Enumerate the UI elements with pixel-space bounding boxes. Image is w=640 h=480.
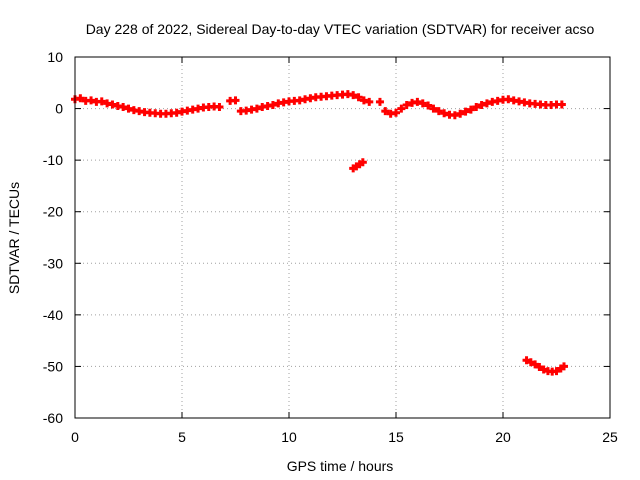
y-tick-label: -50 (43, 358, 63, 374)
data-point (472, 103, 481, 112)
data-point (402, 100, 411, 109)
y-tick-label: 0 (55, 101, 63, 117)
data-point (381, 107, 390, 116)
data-point (397, 104, 406, 113)
data-points (71, 90, 568, 376)
data-point (477, 100, 486, 109)
data-point (418, 99, 427, 108)
y-tick-label: -40 (43, 307, 63, 323)
data-point (354, 93, 363, 102)
data-point (552, 367, 561, 376)
data-point (252, 104, 261, 113)
data-point (108, 100, 117, 109)
data-point (461, 107, 470, 116)
y-tick-label: -30 (43, 255, 63, 271)
data-point (375, 97, 384, 106)
y-tick-label: 10 (47, 49, 63, 65)
plot-frame (74, 56, 611, 419)
data-point (349, 91, 358, 100)
x-tick-label: 25 (602, 429, 618, 445)
data-point (429, 104, 438, 113)
data-point (365, 97, 374, 106)
data-point (440, 109, 449, 118)
y-axis-label: SDTVAR / TECUs (6, 182, 22, 294)
data-point (97, 97, 106, 106)
data-point (124, 104, 133, 113)
x-tick-label: 5 (178, 429, 186, 445)
data-point (450, 111, 459, 120)
data-point (358, 158, 367, 167)
data-point (392, 108, 400, 117)
data-point (76, 94, 85, 103)
grid-lines (75, 57, 610, 418)
data-point (268, 100, 277, 109)
data-point (215, 103, 224, 112)
data-point (557, 100, 566, 109)
y-tick-label: -20 (43, 204, 63, 220)
data-point (466, 105, 475, 114)
data-point (231, 96, 240, 105)
data-point (531, 360, 540, 369)
x-tick-label: 15 (388, 429, 404, 445)
x-tick-label: 20 (495, 429, 511, 445)
x-tick-label: 0 (71, 429, 79, 445)
data-point (424, 101, 433, 110)
data-point (526, 358, 535, 367)
data-point (456, 109, 465, 118)
y-tick-label: -60 (43, 410, 63, 426)
data-point (359, 96, 368, 105)
data-point (87, 96, 96, 105)
data-point (539, 365, 548, 374)
data-point (559, 362, 568, 371)
chart-title: Day 228 of 2022, Sidereal Day-to-day VTE… (86, 21, 595, 37)
y-tick-label: -10 (43, 152, 63, 168)
data-point (522, 356, 531, 365)
data-point (482, 99, 491, 108)
data-point (119, 103, 128, 112)
axis-ticks: 0 5 10 15 20 25 10 0 -10 -20 -30 -40 -50 -60 (43, 49, 618, 445)
data-point (535, 362, 544, 371)
data-point (413, 97, 422, 106)
x-axis-label: GPS time / hours (287, 458, 394, 474)
x-tick-label: 10 (281, 429, 297, 445)
data-point (434, 107, 443, 116)
